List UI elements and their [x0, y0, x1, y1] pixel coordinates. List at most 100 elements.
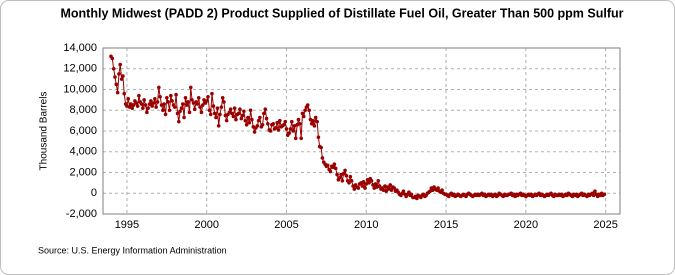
- x-tick-label: 2010: [354, 219, 378, 231]
- y-tick-label: 2,000: [69, 166, 97, 178]
- y-tick-label: 8,000: [69, 104, 97, 116]
- data-point: [135, 104, 140, 108]
- data-point: [288, 127, 293, 131]
- data-point: [236, 111, 241, 116]
- data-point: [248, 108, 253, 113]
- data-point: [199, 110, 204, 115]
- data-point: [319, 145, 323, 150]
- data-point: [149, 99, 153, 103]
- data-point: [214, 115, 218, 120]
- data-point: [215, 106, 220, 110]
- data-point: [367, 181, 371, 185]
- data-point: [289, 119, 294, 124]
- data-point: [332, 162, 337, 166]
- data-point: [281, 122, 286, 127]
- data-point: [440, 188, 444, 192]
- data-point: [198, 105, 202, 109]
- data-point: [591, 193, 596, 198]
- data-point: [372, 186, 377, 190]
- data-point: [151, 101, 156, 105]
- data-point: [204, 99, 209, 103]
- data-point: [283, 119, 288, 124]
- data-point: [187, 110, 192, 115]
- data-point: [153, 97, 157, 101]
- data-point: [287, 131, 292, 135]
- data-point: [436, 186, 440, 190]
- data-point: [158, 94, 162, 99]
- data-point: [220, 96, 225, 100]
- data-point: [268, 129, 273, 133]
- data-point: [381, 188, 386, 192]
- data-point: [176, 119, 181, 124]
- data-point: [212, 111, 217, 116]
- data-point: [125, 104, 129, 108]
- data-point: [234, 117, 238, 122]
- data-point: [312, 124, 317, 128]
- data-point: [174, 92, 178, 97]
- data-point: [126, 97, 131, 101]
- data-point: [162, 102, 166, 106]
- data-point: [271, 121, 276, 126]
- data-point: [348, 174, 353, 179]
- x-tick-label: 2000: [194, 219, 218, 231]
- data-point: [111, 66, 116, 71]
- data-point: [343, 168, 347, 173]
- data-point: [200, 103, 205, 107]
- data-point: [308, 117, 313, 122]
- data-point: [139, 102, 144, 106]
- data-point: [344, 173, 349, 178]
- data-point: [246, 115, 250, 120]
- data-point: [388, 183, 393, 187]
- data-point: [364, 182, 369, 186]
- data-point: [115, 90, 120, 95]
- data-point: [401, 189, 406, 193]
- data-point: [316, 135, 321, 140]
- data-point: [258, 115, 262, 120]
- data-point: [118, 62, 123, 67]
- data-point: [219, 105, 224, 109]
- data-point: [307, 108, 311, 113]
- data-point: [300, 111, 305, 116]
- data-point: [188, 85, 193, 90]
- data-point: [154, 105, 158, 109]
- data-point: [216, 124, 221, 128]
- data-point: [182, 115, 186, 120]
- data-point: [175, 111, 180, 116]
- data-point: [122, 91, 127, 96]
- data-point: [373, 182, 378, 186]
- data-point: [141, 106, 145, 110]
- y-tick-label: 10,000: [63, 83, 97, 95]
- data-point: [129, 102, 133, 106]
- data-point: [190, 98, 194, 102]
- data-point: [256, 118, 261, 123]
- data-point: [301, 114, 306, 119]
- data-point: [284, 127, 289, 131]
- data-point: [163, 112, 168, 117]
- chart-title: Monthly Midwest (PADD 2) Product Supplie…: [60, 6, 623, 20]
- data-point: [224, 118, 229, 123]
- data-point: [291, 129, 296, 133]
- data-point: [145, 110, 149, 115]
- data-point: [131, 103, 136, 107]
- data-point: [305, 103, 310, 107]
- data-point: [207, 108, 212, 113]
- data-point: [266, 121, 270, 126]
- data-point: [231, 114, 236, 119]
- y-tick-label: 14,000: [63, 42, 97, 54]
- data-point: [292, 124, 297, 128]
- y-tick-label: 0: [91, 187, 97, 199]
- data-point: [134, 101, 138, 105]
- data-point: [263, 107, 268, 112]
- data-point: [337, 175, 342, 180]
- data-point: [352, 187, 357, 191]
- x-tick-label: 2025: [593, 219, 617, 231]
- data-point: [196, 96, 201, 100]
- data-point: [230, 111, 234, 116]
- plot-border: [102, 47, 621, 215]
- x-tick-label: 2015: [434, 219, 458, 231]
- data-point: [409, 192, 414, 197]
- data-point: [110, 56, 115, 61]
- x-tick-label: 1995: [115, 219, 139, 231]
